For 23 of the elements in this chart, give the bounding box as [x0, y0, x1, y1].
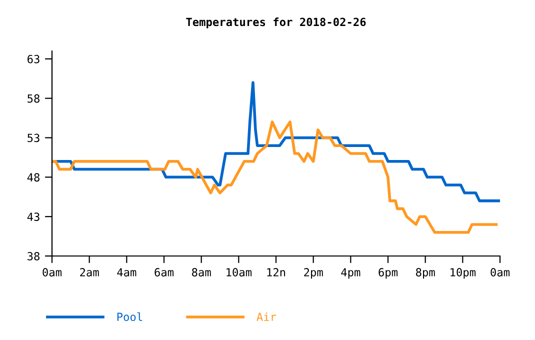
- text: Air: [256, 312, 276, 321]
- x-tick-label: 8pm: [416, 268, 435, 279]
- y-tick-label: 48: [27, 173, 40, 182]
- x-tick-label: 12n: [267, 268, 286, 276]
- x-tick-label: 4am: [117, 268, 136, 276]
- y-tick-label: 63: [28, 54, 40, 64]
- y-tick-label: 58: [28, 94, 40, 103]
- x-tick-label: 0am: [490, 268, 510, 276]
- x-tick-label: 6pm: [378, 268, 398, 279]
- y-tick-label: 53: [28, 134, 40, 142]
- chart-title: Temperatures for 2018-02-26: [186, 18, 366, 28]
- y-tick-label: 43: [27, 212, 40, 221]
- x-tick-label: 2am: [80, 268, 99, 276]
- y-tick-label: 38: [28, 252, 40, 260]
- line-series: [52, 120, 498, 234]
- x-tick-label: 10pm: [450, 268, 476, 279]
- x-tick-label: 8am: [192, 268, 211, 276]
- x-tick-label: 10am: [226, 268, 252, 276]
- x-tick-label: 0am: [42, 268, 62, 276]
- x-tick-label: 6am: [154, 268, 174, 276]
- text: Pool: [117, 312, 142, 322]
- x-tick-label: 4pm: [341, 268, 360, 279]
- x-tick-label: 2pm: [304, 268, 323, 279]
